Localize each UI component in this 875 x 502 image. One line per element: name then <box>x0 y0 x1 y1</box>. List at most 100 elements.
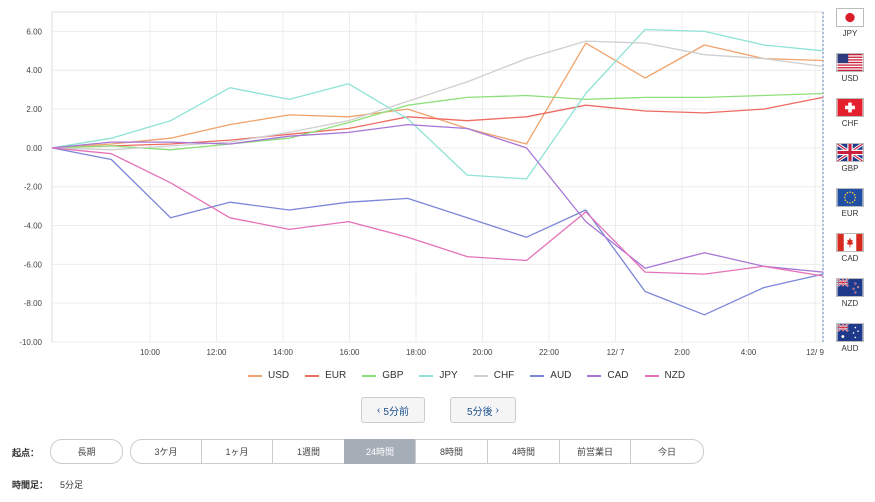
series-line-chf <box>51 40 824 151</box>
series-line-gbp <box>51 92 824 151</box>
x-tick-label: 4:00 <box>741 348 757 357</box>
y-tick-label: -6.00 <box>24 260 43 269</box>
chart-legend: USD EUR GBP JPY CHF AUD CAD NZD <box>248 370 701 381</box>
eu-flag-icon <box>836 188 864 207</box>
japan-flag-icon <box>836 8 864 27</box>
y-tick-label: 4.00 <box>26 66 42 75</box>
legend-label-eur: EUR <box>325 370 347 381</box>
chart-grid <box>51 11 824 343</box>
australia-flag-icon <box>836 323 864 342</box>
flag-usd[interactable]: USD <box>828 53 872 98</box>
timeframe-label: 時間足： <box>12 480 49 490</box>
period-prev-business-day-button[interactable]: 前営業日 <box>559 439 631 464</box>
flag-label-gbp: GBP <box>841 164 859 173</box>
timeframe-value: 5分足 <box>60 480 84 490</box>
legend-label-cad: CAD <box>607 370 629 381</box>
prev-5min-label: 5分前 <box>383 406 409 418</box>
chart-axes: 6.00 4.00 2.00 0.00 -2.00 -4.00 -6.00 -8.00 -10.… <box>19 27 824 357</box>
flag-cad[interactable]: CAD <box>828 233 872 278</box>
y-tick-label: -2.00 <box>24 183 43 192</box>
series-line-jpy <box>51 28 824 180</box>
flag-label-eur: EUR <box>841 209 859 218</box>
x-tick-label: 12/ 7 <box>607 348 625 357</box>
x-tick-label: 22:00 <box>539 348 560 357</box>
flag-gbp[interactable]: GBP <box>828 143 872 188</box>
series-line-nzd <box>51 147 824 277</box>
x-tick-label: 2:00 <box>674 348 690 357</box>
period-1week-button[interactable]: 1週間 <box>272 439 345 464</box>
legend-label-aud: AUD <box>550 370 572 381</box>
legend-item-chf[interactable]: CHF <box>473 370 515 381</box>
legend-swatch-aud <box>530 374 545 377</box>
x-tick-label: 14:00 <box>273 348 294 357</box>
x-tick-label: 16:00 <box>339 348 360 357</box>
legend-label-gbp: GBP <box>382 370 404 381</box>
y-tick-label: 2.00 <box>26 105 42 114</box>
legend-swatch-eur <box>305 374 320 377</box>
legend-label-chf: CHF <box>493 370 515 381</box>
period-3months-button[interactable]: 3ケ月 <box>130 439 202 464</box>
x-tick-label: 18:00 <box>406 348 427 357</box>
period-today-button[interactable]: 今日 <box>630 439 704 464</box>
period-selector: 3ケ月 1ヶ月 1週間 24時間 8時間 4時間 前営業日 今日 <box>130 439 704 464</box>
next-5min-label: 5分後 <box>467 406 493 418</box>
legend-swatch-cad <box>587 374 602 377</box>
period-24hours-button[interactable]: 24時間 <box>344 439 416 464</box>
canada-flag-icon <box>836 233 864 252</box>
y-tick-label: 0.00 <box>26 144 42 153</box>
flag-label-aud: AUD <box>841 344 859 353</box>
legend-label-nzd: NZD <box>664 370 686 381</box>
y-tick-label: -8.00 <box>24 299 43 308</box>
next-5min-button[interactable]: 5分後 › <box>450 397 516 423</box>
legend-swatch-jpy <box>419 374 434 377</box>
flag-chf[interactable]: CHF <box>828 98 872 143</box>
legend-swatch-nzd <box>644 374 659 377</box>
legend-swatch-usd <box>248 374 262 377</box>
legend-item-usd[interactable]: USD <box>248 370 289 381</box>
period-long-button[interactable]: 長期 <box>50 439 123 464</box>
legend-swatch-gbp <box>362 374 377 377</box>
chevron-left-icon: ‹ <box>377 404 381 416</box>
legend-item-nzd[interactable]: NZD <box>644 370 686 381</box>
legend-item-aud[interactable]: AUD <box>530 370 571 381</box>
flag-label-nzd: NZD <box>841 299 859 308</box>
currency-flag-column: JPY USD CHF GBP <box>828 8 872 368</box>
series-line-cad <box>51 123 824 273</box>
y-tick-label: -4.00 <box>24 222 43 231</box>
legend-item-jpy[interactable]: JPY <box>419 370 458 381</box>
series-line-eur <box>51 96 824 149</box>
legend-label-usd: USD <box>268 370 290 381</box>
flag-jpy[interactable]: JPY <box>828 8 872 53</box>
plot-area <box>51 11 824 343</box>
legend-item-eur[interactable]: EUR <box>305 370 346 381</box>
period-4hours-button[interactable]: 4時間 <box>487 439 560 464</box>
switzerland-flag-icon <box>836 98 864 117</box>
flag-eur[interactable]: EUR <box>828 188 872 233</box>
legend-item-gbp[interactable]: GBP <box>362 370 403 381</box>
flag-label-jpy: JPY <box>842 29 858 38</box>
legend-item-cad[interactable]: CAD <box>587 370 629 381</box>
chevron-right-icon: › <box>495 404 499 416</box>
flag-nzd[interactable]: NZD <box>828 278 872 323</box>
series-line-aud <box>51 147 824 316</box>
x-tick-label: 20:00 <box>472 348 493 357</box>
flag-label-cad: CAD <box>841 254 859 263</box>
flag-label-chf: CHF <box>841 119 859 128</box>
flag-label-usd: USD <box>841 74 859 83</box>
y-tick-label: -10.00 <box>19 338 42 347</box>
start-point-label: 起点： <box>12 448 40 458</box>
period-1month-button[interactable]: 1ヶ月 <box>201 439 273 464</box>
legend-label-jpy: JPY <box>439 370 458 381</box>
x-tick-label: 12/ 9 <box>806 348 824 357</box>
usa-flag-icon <box>836 53 864 72</box>
x-tick-label: 12:00 <box>206 348 227 357</box>
x-tick-label: 10:00 <box>140 348 161 357</box>
period-8hours-button[interactable]: 8時間 <box>415 439 488 464</box>
uk-flag-icon <box>836 143 864 162</box>
new-zealand-flag-icon <box>836 278 864 297</box>
y-tick-label: 6.00 <box>26 27 42 36</box>
chart-series-group <box>51 28 824 316</box>
prev-5min-button[interactable]: ‹ 5分前 <box>361 397 425 423</box>
flag-aud[interactable]: AUD <box>828 323 872 368</box>
